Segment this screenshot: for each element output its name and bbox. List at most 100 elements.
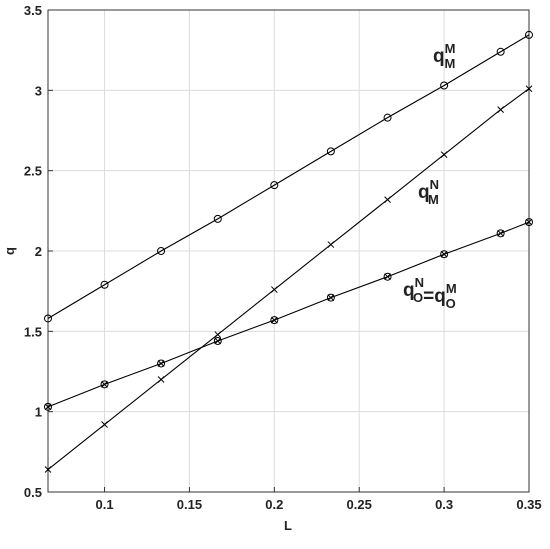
x-tick-label: 0.35 <box>516 497 541 512</box>
marker-circle <box>326 293 335 302</box>
plot-frame <box>47 9 530 493</box>
point-marker <box>44 314 52 323</box>
x-tick-label: 0.3 <box>435 497 453 512</box>
marker-circle <box>383 113 392 122</box>
point-marker <box>157 247 166 255</box>
series-label: qN M <box>418 177 439 207</box>
point-marker <box>157 376 165 383</box>
series-line <box>47 221 530 408</box>
marker-cross <box>384 196 391 203</box>
label-sup: N <box>415 275 424 290</box>
point-marker <box>214 331 222 338</box>
marker-cross <box>384 273 391 281</box>
point-marker <box>497 106 504 113</box>
marker-cross <box>327 241 335 248</box>
marker-circle <box>157 359 166 368</box>
label-base: q <box>403 280 415 301</box>
label-base: q <box>433 46 445 67</box>
marker-circle <box>100 280 109 289</box>
point-marker <box>44 466 52 473</box>
point-marker <box>384 196 391 203</box>
marker-circle <box>326 147 335 156</box>
y-tick-label: 0.5 <box>24 485 42 500</box>
label-sub: O <box>446 296 456 311</box>
marker-cross <box>270 286 278 293</box>
x-tick-label: 0.2 <box>265 497 283 512</box>
label-sub: M <box>444 56 455 71</box>
label-sub: O <box>413 290 423 305</box>
marker-circle <box>44 314 52 323</box>
point-marker <box>383 272 392 281</box>
y-tick-label: 1.5 <box>24 324 42 339</box>
label-base: =q <box>423 286 446 307</box>
point-marker <box>270 181 279 190</box>
point-marker <box>101 421 108 428</box>
y-tick-label: 3 <box>35 83 42 98</box>
marker-circle <box>157 247 166 255</box>
x-tick-label: 0.1 <box>95 497 113 512</box>
marker-cross <box>44 403 52 411</box>
x-tick-label: 0.25 <box>347 497 372 512</box>
point-marker <box>496 47 505 56</box>
marker-cross <box>525 85 533 93</box>
point-marker <box>440 250 449 259</box>
label-sup: N <box>430 177 439 192</box>
marker-cross <box>101 380 108 388</box>
marker-cross <box>44 466 52 473</box>
marker-circle <box>496 229 505 238</box>
marker-circle <box>496 47 505 56</box>
marker-circle <box>525 30 533 39</box>
marker-circle <box>440 250 449 259</box>
marker-cross <box>497 106 504 113</box>
marker-cross <box>157 360 165 367</box>
point-marker <box>440 151 448 158</box>
point-marker <box>525 30 533 39</box>
point-marker <box>326 293 335 302</box>
marker-cross <box>440 151 448 158</box>
marker-cross <box>497 229 504 237</box>
point-marker <box>525 218 533 227</box>
point-marker <box>213 336 222 345</box>
label-base: q <box>418 182 430 203</box>
point-marker <box>326 147 335 156</box>
marker-circle <box>270 181 279 190</box>
point-marker <box>327 241 335 248</box>
marker-cross <box>214 337 222 345</box>
label-sup: M <box>445 41 456 56</box>
series-label: qM M <box>433 41 455 71</box>
y-tick-label: 1 <box>35 405 42 420</box>
label-sub: M <box>428 192 439 207</box>
series-line <box>47 34 530 319</box>
point-marker <box>496 229 505 238</box>
series-label: qN O=qM O <box>403 275 457 311</box>
marker-cross <box>440 250 448 258</box>
series-line <box>47 88 530 470</box>
y-tick-label: 3.5 <box>24 3 42 18</box>
y-tick-label: 2 <box>35 244 42 259</box>
marker-cross <box>327 294 335 301</box>
marker-circle <box>440 81 449 90</box>
marker-circle <box>213 336 222 345</box>
marker-circle <box>525 218 533 227</box>
label-sup: M <box>446 281 457 296</box>
marker-cross <box>101 421 108 428</box>
point-marker <box>100 280 109 289</box>
point-marker <box>525 85 533 93</box>
point-marker <box>100 380 109 389</box>
point-marker <box>157 359 166 368</box>
point-marker <box>383 113 392 122</box>
point-marker <box>440 81 449 90</box>
marker-cross <box>270 316 278 324</box>
x-tick-label: 0.15 <box>177 497 202 512</box>
point-marker <box>44 402 52 411</box>
point-marker <box>270 316 279 325</box>
marker-circle <box>100 380 109 389</box>
y-tick-label: 2.5 <box>24 164 42 179</box>
point-marker <box>213 214 222 223</box>
marker-circle <box>383 272 392 281</box>
marker-circle <box>213 214 222 223</box>
marker-cross <box>525 218 533 226</box>
marker-circle <box>44 402 52 411</box>
marker-cross <box>157 376 165 383</box>
